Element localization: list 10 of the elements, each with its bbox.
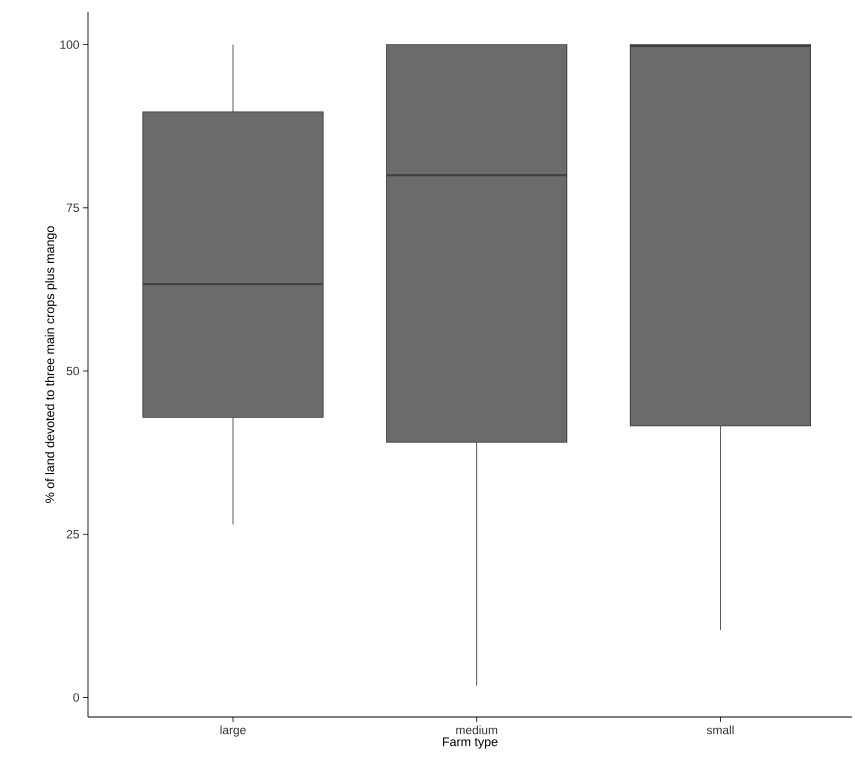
y-axis-title: % of land devoted to three main crops plus mango — [45, 226, 57, 503]
y-tick-label: 50 — [66, 366, 80, 376]
x-tick-label: small — [706, 726, 734, 734]
y-tick-label: 100 — [60, 40, 80, 49]
x-tick-label: large — [220, 726, 246, 737]
y-tick-label: 0 — [73, 693, 80, 702]
x-axis-title: Farm type — [442, 738, 498, 749]
x-tick-label: medium — [456, 726, 498, 734]
y-tick-label: 25 — [66, 530, 79, 538]
y-tick-label: 75 — [66, 204, 79, 212]
